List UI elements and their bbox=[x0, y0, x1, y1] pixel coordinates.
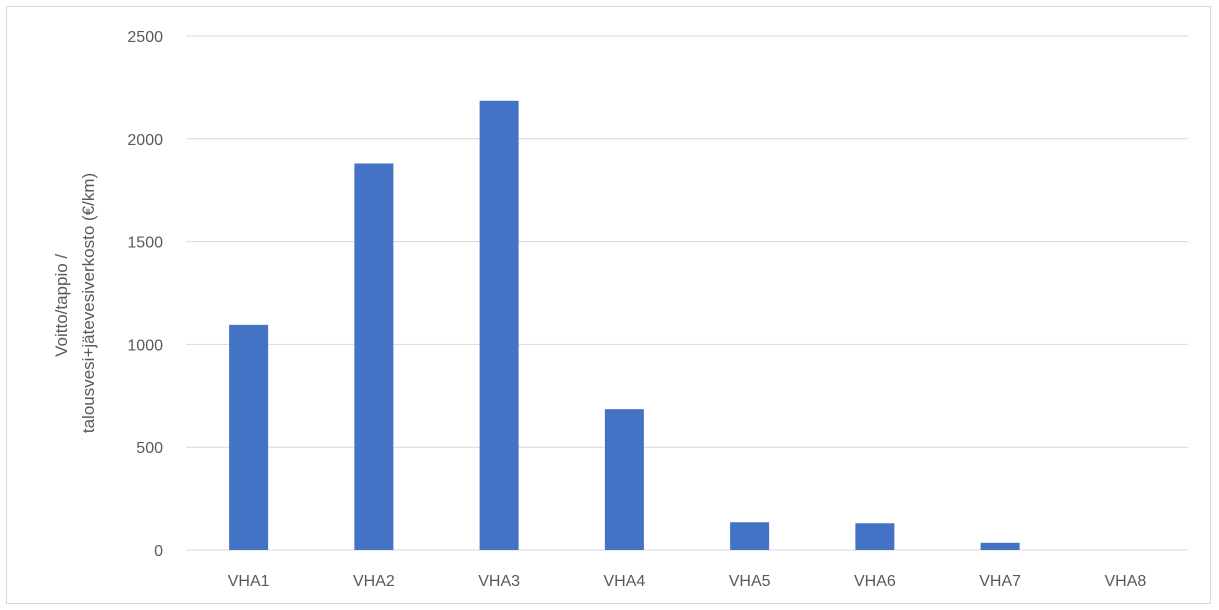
y-tick-label: 2500 bbox=[127, 29, 163, 46]
bar-vha7 bbox=[980, 542, 1020, 550]
y-tick-label: 1000 bbox=[127, 337, 163, 354]
bar-vha6 bbox=[855, 523, 895, 550]
y-axis-title-line-1: Voitto/tappio / bbox=[52, 254, 71, 357]
x-tick-label: VHA3 bbox=[478, 573, 520, 590]
bar-vha3 bbox=[479, 100, 519, 550]
y-tick-label: 500 bbox=[136, 440, 163, 457]
x-tick-label: VHA4 bbox=[603, 573, 645, 590]
y-tick-label: 2000 bbox=[127, 132, 163, 149]
y-axis-title: Voitto/tappio / talousvesi+jätevesiverko… bbox=[52, 173, 98, 433]
bar-vha4 bbox=[604, 409, 644, 550]
y-tick-label: 1500 bbox=[127, 235, 163, 252]
x-axis-ticks: VHA1 VHA2 VHA3 VHA4 VHA5 VHA6 VHA7 VHA8 bbox=[228, 573, 1147, 590]
y-axis-ticks: 0 500 1000 1500 2000 2500 bbox=[127, 29, 163, 560]
bar-vha5 bbox=[730, 522, 770, 550]
y-axis-title-line-2: talousvesi+jätevesiverkosto (€/km) bbox=[79, 173, 98, 433]
x-tick-label: VHA1 bbox=[228, 573, 270, 590]
bars bbox=[229, 100, 1020, 551]
x-tick-label: VHA8 bbox=[1104, 573, 1146, 590]
x-tick-label: VHA6 bbox=[854, 573, 896, 590]
x-tick-label: VHA2 bbox=[353, 573, 395, 590]
gridlines bbox=[186, 35, 1188, 551]
y-tick-label: 0 bbox=[154, 543, 163, 560]
x-tick-label: VHA5 bbox=[729, 573, 771, 590]
x-tick-label: VHA7 bbox=[979, 573, 1021, 590]
bar-vha1 bbox=[229, 324, 269, 550]
bar-vha2 bbox=[354, 163, 394, 551]
